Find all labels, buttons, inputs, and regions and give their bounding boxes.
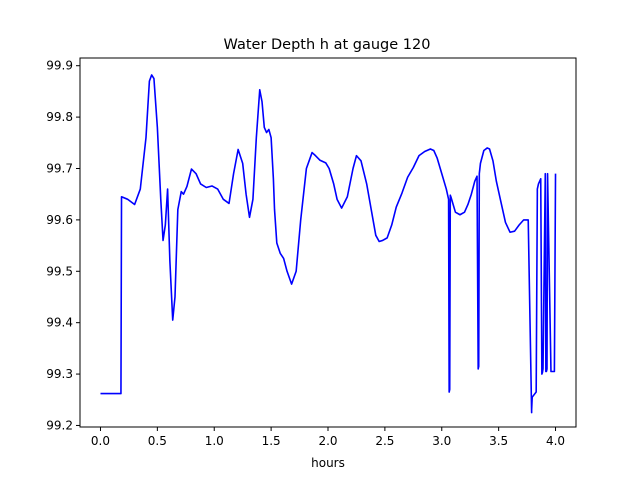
x-tick-label: 3.0: [432, 434, 451, 448]
chart-title: Water Depth h at gauge 120: [224, 37, 431, 53]
x-axis-label: hours: [311, 456, 345, 470]
x-tick-label: 0.0: [91, 434, 110, 448]
y-tick-label: 99.7: [46, 161, 73, 175]
series-line-0: [100, 74, 557, 414]
x-tick-label: 2.0: [318, 434, 337, 448]
y-tick-label: 99.5: [46, 264, 73, 278]
x-tick-label: 3.5: [489, 434, 508, 448]
x-tick-label: 0.5: [148, 434, 167, 448]
x-axis: 0.0 0.5 1.0 1.5 2.0 2.5 3.0 3.5 4.0: [91, 427, 565, 448]
y-tick-label: 99.9: [46, 59, 73, 73]
y-tick-label: 99.6: [46, 213, 73, 227]
x-tick-label: 4.0: [546, 434, 565, 448]
y-tick-label: 99.4: [46, 316, 73, 330]
y-tick-label: 99.8: [46, 110, 73, 124]
y-tick-label: 99.2: [46, 418, 73, 432]
x-tick-label: 2.5: [375, 434, 394, 448]
plot-area: [100, 74, 557, 414]
x-tick-label: 1.0: [205, 434, 224, 448]
y-tick-label: 99.3: [46, 367, 73, 381]
x-tick-label: 1.5: [262, 434, 281, 448]
y-axis: 99.2 99.3 99.4 99.5 99.6 99.7 99.8 99.9: [46, 59, 80, 432]
